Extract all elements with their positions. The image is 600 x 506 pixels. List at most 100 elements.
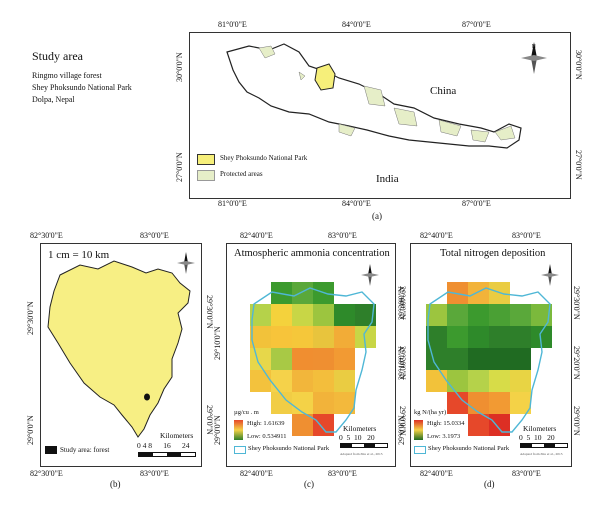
nitrogen-cell [510, 304, 531, 326]
panel-c-legend-swatch [234, 446, 246, 454]
ammonia-cell [271, 304, 292, 326]
panel-a-top-coord-3: 87°0'0"E [462, 20, 491, 29]
panel-c-source: Adapted from Zhu et al., 2015 [340, 452, 383, 456]
panel-c-north-arrow-icon [361, 264, 379, 286]
panel-b-scalebar-title: Kilometers [160, 431, 194, 440]
panel-a-bottom-coord-1: 81°0'0"E [218, 199, 247, 208]
panel-d-source: Adapted from Zhu et al., 2015 [520, 452, 563, 456]
ammonia-cell [271, 348, 292, 370]
panel-b-left-coord-2: 29°0'0"N [26, 415, 35, 445]
panel-b-left-coord-1: 29°30'0"N [26, 301, 35, 335]
panel-d-unit: kg N/(ha yr) [414, 409, 447, 416]
legend-swatch-park [197, 154, 215, 165]
nitrogen-cell [531, 304, 552, 326]
panel-b-north-arrow-icon [177, 252, 195, 274]
panel-c-legend-label: Shey Phoksundo National Park [248, 445, 330, 452]
ammonia-cell [292, 326, 313, 348]
nitrogen-cell [447, 370, 468, 392]
ammonia-cell [292, 370, 313, 392]
panel-c-colorramp [234, 420, 243, 440]
panel-a-top-coord-2: 84°0'0"E [342, 20, 371, 29]
nitrogen-cell [447, 304, 468, 326]
ammonia-cell [334, 370, 355, 392]
nitrogen-cell [468, 326, 489, 348]
panel-b-caption: (b) [110, 479, 121, 489]
ammonia-cell [292, 348, 313, 370]
panel-d-left-coord-2: 29°10'0"N [397, 346, 406, 380]
panel-c-high: High: 1.61639 [247, 420, 285, 427]
ammonia-cell [334, 348, 355, 370]
park-boundary [47, 260, 191, 438]
panel-c-caption: (c) [304, 479, 314, 489]
panel-a-bottom-coord-3: 87°0'0"E [462, 199, 491, 208]
nitrogen-cell [468, 348, 489, 370]
panel-a-left-coord-2: 27°0'0"N [175, 152, 184, 182]
panel-c-scalebar-ticks: 0 5 10 20 [339, 433, 375, 442]
panel-d-scalebar-ticks: 0 5 10 20 [519, 433, 555, 442]
panel-b-bottom-coord-1: 82°30'0"E [30, 469, 63, 478]
legend-label-park: Shey Phoksundo National Park [220, 154, 308, 162]
nitrogen-cell [510, 348, 531, 370]
ammonia-cell [292, 392, 313, 414]
ammonia-cell [271, 282, 292, 304]
protected-area-5 [470, 129, 490, 143]
ammonia-cell [313, 304, 334, 326]
panel-c-top-coord-1: 82°40'0"E [240, 231, 273, 240]
nitrogen-cell [447, 348, 468, 370]
panel-a-right-coord-2: 27°0'0"N [574, 150, 583, 180]
panel-d-left-coord-3: 29°0'0"N [397, 415, 406, 445]
ammonia-raster [250, 282, 376, 436]
panel-c-left-coord-1: 29°10'0"N [213, 326, 222, 360]
label-china: China [430, 85, 457, 97]
panel-d-bottom-coord-1: 82°40'0"E [420, 469, 453, 478]
panel-d-caption: (d) [484, 479, 495, 489]
ammonia-cell [313, 392, 334, 414]
protected-area-6 [494, 125, 516, 141]
panel-a-left-coord-1: 30°0'0"N [175, 52, 184, 82]
ammonia-cell [334, 392, 355, 414]
side-line-3: Dolpa, Nepal [32, 95, 75, 104]
nitrogen-cell [468, 282, 489, 304]
panel-d-right-coord-1: 29°30'0"N [572, 286, 581, 320]
panel-c-title: Atmospheric ammonia concentration [234, 248, 390, 259]
ammonia-cell [250, 304, 271, 326]
panel-b-scalebar-ticks: 0 4 8 16 24 [137, 441, 190, 450]
ammonia-cell [313, 370, 334, 392]
nitrogen-cell [489, 370, 510, 392]
panel-d-north-arrow-icon [541, 264, 559, 286]
nitrogen-cell [531, 326, 552, 348]
panel-a-right-coord-1: 30°0'0"N [574, 50, 583, 80]
protected-area-8 [298, 71, 306, 81]
panel-d-bottom-coord-2: 83°0'0"E [512, 469, 541, 478]
study-area-forest [144, 393, 150, 401]
ammonia-cell [355, 304, 376, 326]
ammonia-cell [292, 414, 313, 436]
panel-d-colorramp [414, 420, 423, 440]
panel-d-high: High: 15.0334 [427, 420, 465, 427]
ammonia-cell [271, 392, 292, 414]
nitrogen-cell [489, 414, 510, 436]
panel-c-left-coord-2: 29°0'0"N [213, 415, 222, 445]
panel-d-title: Total nitrogen deposition [440, 248, 546, 259]
panel-b-legend-swatch [45, 446, 57, 454]
protected-area-1 [258, 45, 276, 59]
panel-b-top-coord-1: 82°30'0"E [30, 231, 63, 240]
protected-area-4 [438, 119, 462, 137]
nitrogen-cell [510, 370, 531, 392]
ammonia-cell [271, 326, 292, 348]
panel-b-scalebar [138, 452, 196, 457]
panel-c-low: Low: 0.534911 [247, 433, 287, 440]
side-heading: Study area [32, 49, 83, 63]
ammonia-boundary [251, 287, 375, 433]
ammonia-cell [334, 304, 355, 326]
study-area-map [47, 260, 191, 438]
panel-a-caption: (a) [372, 211, 382, 221]
nitrogen-cell [468, 304, 489, 326]
ammonia-cell [292, 282, 313, 304]
panel-c-bottom-coord-2: 83°0'0"E [328, 469, 357, 478]
nitrogen-cell [468, 370, 489, 392]
shey-phoksundo-park [314, 63, 336, 91]
panel-a-top-coord-1: 81°0'0"E [218, 20, 247, 29]
nitrogen-cell [489, 392, 510, 414]
panel-b-right-coord-1: 29°30'0"N [205, 295, 214, 329]
